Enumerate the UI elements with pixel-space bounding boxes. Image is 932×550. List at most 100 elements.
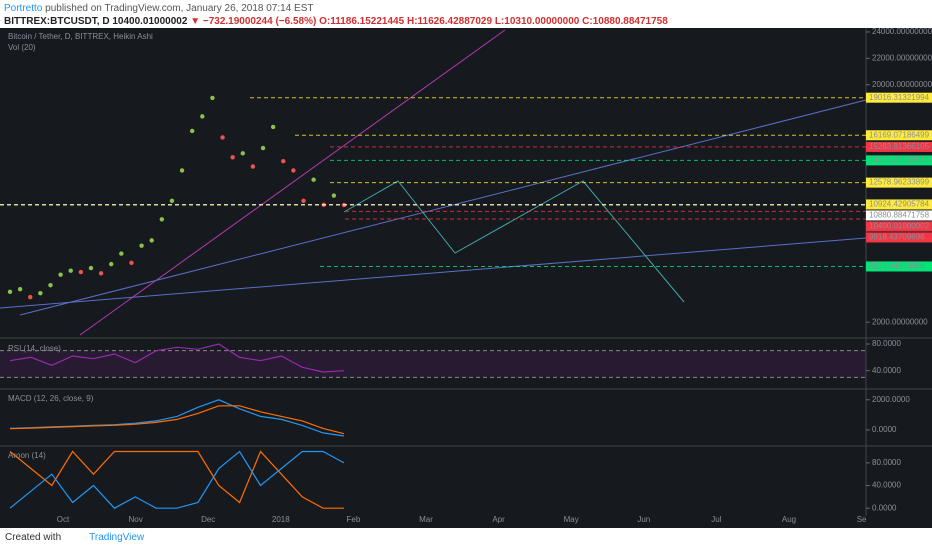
x-tick-label: May xyxy=(564,515,579,524)
price-dot xyxy=(17,286,23,292)
background xyxy=(0,28,932,528)
level-badge xyxy=(866,155,932,166)
price-dot xyxy=(139,243,144,248)
created: Created with xyxy=(5,532,62,543)
price-dot xyxy=(260,145,266,151)
price-dot xyxy=(179,168,185,173)
price-dot xyxy=(270,124,276,130)
price-dot xyxy=(149,238,154,243)
level-badge xyxy=(866,261,932,272)
price-dot xyxy=(58,272,63,277)
high: H:11626.42887029 xyxy=(406,16,493,27)
symbol: BITTREX:BTCUSDT, D xyxy=(4,16,110,27)
x-tick-label: Dec xyxy=(201,515,215,524)
chart: Bitcoin / Tether, D, BITTREX, Heikin Ash… xyxy=(0,28,932,528)
price-dot xyxy=(169,198,175,204)
change: ▼ −732.19000244 (−6.58%) xyxy=(190,16,317,27)
y-tick-label: 0.0000 xyxy=(872,425,897,434)
price-dot xyxy=(230,155,235,160)
price-dot xyxy=(159,217,165,222)
open: O:11186.15221445 xyxy=(319,16,405,27)
price-dot xyxy=(109,261,114,267)
level-label: 6223.44948506 xyxy=(869,262,925,271)
price-dot xyxy=(119,251,124,256)
price-dot xyxy=(68,268,73,273)
x-tick-label: Aug xyxy=(782,515,796,524)
y-tick-label: 22000.00000000 xyxy=(872,53,932,62)
level-label: 10400.01000002 xyxy=(869,222,930,231)
price-dot xyxy=(88,265,94,271)
price-dot xyxy=(301,198,306,204)
projection xyxy=(343,180,685,303)
price-dot xyxy=(331,193,337,198)
price-dot xyxy=(78,269,84,275)
trendline xyxy=(79,29,506,336)
published: published on TradingView.com, January 26… xyxy=(45,3,314,14)
trendline xyxy=(19,99,867,316)
close: C:10880.88471758 xyxy=(582,16,668,27)
header: Portretto published on TradingView.com, … xyxy=(4,2,668,28)
level-label: 12578.96233899 xyxy=(869,178,930,187)
y-tick-label: 80.0000 xyxy=(872,339,901,348)
y-tick-label: 80.0000 xyxy=(872,458,901,467)
level-badge xyxy=(866,141,932,152)
price-dot xyxy=(7,289,13,295)
y-tick-label: 24000.00000000 xyxy=(872,28,932,36)
y-tick-label: 0.0000 xyxy=(872,503,897,512)
author[interactable]: Portretto xyxy=(4,3,43,14)
indicator-line xyxy=(9,450,344,509)
level-badge xyxy=(866,199,932,210)
indicator-line xyxy=(9,343,345,373)
level-badge xyxy=(866,130,932,141)
price-dot xyxy=(240,151,245,156)
indicator-line xyxy=(9,450,345,509)
x-tick-label: 2018 xyxy=(272,515,290,524)
pane-subtitle: Vol (20) xyxy=(8,43,36,52)
x-tick-label: Feb xyxy=(347,515,361,524)
y-tick-label: 20000.00000000 xyxy=(872,80,932,89)
level-badge xyxy=(866,92,932,103)
x-tick-label: Jun xyxy=(637,515,650,524)
x-tick-label: Jul xyxy=(711,515,721,524)
price-dot xyxy=(291,168,296,173)
price-dot xyxy=(210,95,215,101)
level-badge xyxy=(866,232,932,243)
pane-title: RSI (14, close) xyxy=(8,344,61,353)
y-tick-label: 2000.0000 xyxy=(872,395,910,404)
level-label: 10924.42905784 xyxy=(869,200,930,209)
pane-title: Bitcoin / Tether, D, BITTREX, Heikin Ash… xyxy=(8,32,153,41)
x-tick-label: Oct xyxy=(57,515,70,524)
y-tick-label: 40.0000 xyxy=(872,481,901,490)
price-dot xyxy=(200,114,205,119)
price-dot xyxy=(220,135,225,140)
price-dot xyxy=(129,260,134,266)
x-tick-label: Se xyxy=(857,515,867,524)
low: L:10310.00000000 xyxy=(494,16,580,27)
x-tick-label: Mar xyxy=(419,515,433,524)
price-dot xyxy=(250,164,256,169)
x-tick-label: Apr xyxy=(492,515,505,524)
price-dot xyxy=(48,283,53,288)
price-dot xyxy=(311,177,316,182)
price-dot xyxy=(281,159,286,164)
level-label: 15283.81366105 xyxy=(869,142,930,151)
x-tick-label: Nov xyxy=(128,515,142,524)
level-label: 10880.88471758 xyxy=(869,211,930,220)
price-dot xyxy=(189,128,195,134)
last: 10400.01000002 xyxy=(112,16,188,27)
price-dot xyxy=(38,290,43,296)
pane-title: Aroon (14) xyxy=(8,451,46,460)
level-badge xyxy=(866,221,932,232)
y-tick-label: 2000.00000000 xyxy=(872,317,928,326)
price-dot xyxy=(28,294,33,300)
level-label: 14264.22502610 xyxy=(869,155,930,164)
footer: Created with TradingView xyxy=(5,532,144,543)
rsi-band xyxy=(0,350,866,378)
brand[interactable]: TradingView xyxy=(89,532,145,543)
level-label: 16169.07186499 xyxy=(869,130,930,139)
trendline xyxy=(0,237,867,309)
level-badge xyxy=(866,177,932,188)
level-badge xyxy=(866,210,932,221)
pane-title: MACD (12, 26, close, 9) xyxy=(8,394,94,403)
